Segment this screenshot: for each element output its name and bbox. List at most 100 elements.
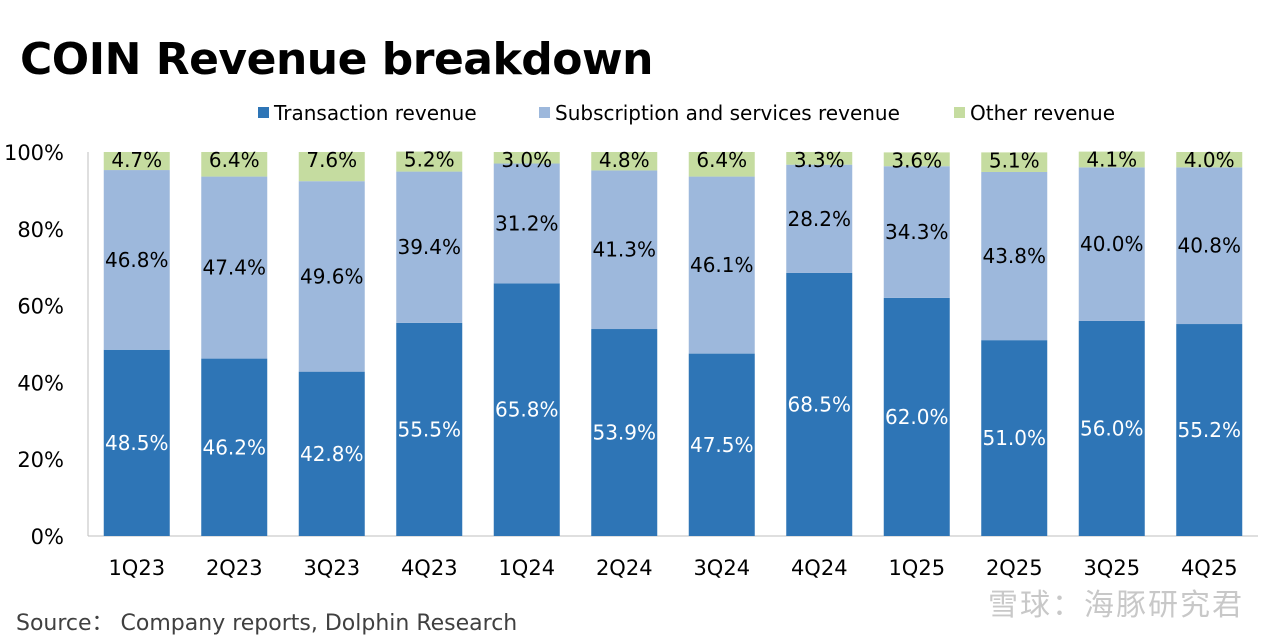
bar-segment xyxy=(298,371,365,536)
bar-segment xyxy=(493,283,560,536)
data-label: 5.1% xyxy=(989,148,1040,172)
data-label: 7.6% xyxy=(306,148,357,172)
x-tick-label: 2Q23 xyxy=(206,556,263,580)
bar-segment xyxy=(1176,152,1243,168)
bar-segment xyxy=(688,152,755,177)
data-label: 3.0% xyxy=(501,148,552,172)
data-label: 47.4% xyxy=(202,256,266,280)
data-label: 62.0% xyxy=(885,405,949,429)
data-label: 40.0% xyxy=(1080,232,1144,256)
bar-segment xyxy=(298,152,365,182)
bar-segment xyxy=(883,297,950,536)
data-label: 4.7% xyxy=(111,148,162,172)
bar-segment xyxy=(201,358,268,536)
bar-segment xyxy=(981,152,1048,172)
data-label: 4.0% xyxy=(1184,148,1235,172)
data-label: 47.5% xyxy=(690,433,754,457)
bar-segment xyxy=(298,181,365,372)
bar-segment xyxy=(103,349,170,536)
data-label: 6.4% xyxy=(696,148,747,172)
bar-segment xyxy=(1078,167,1145,321)
data-label: 40.8% xyxy=(1177,234,1241,258)
data-label: 68.5% xyxy=(787,392,851,416)
x-tick-label: 3Q25 xyxy=(1083,556,1140,580)
data-label: 46.2% xyxy=(202,435,266,459)
bar-segment xyxy=(591,152,658,171)
data-label: 46.8% xyxy=(105,248,169,272)
legend-label: Other revenue xyxy=(970,101,1115,125)
bar-segment xyxy=(103,170,170,350)
x-tick-label: 3Q23 xyxy=(303,556,360,580)
bar-segment xyxy=(396,171,463,323)
data-label: 41.3% xyxy=(592,238,656,262)
bar-segment xyxy=(201,176,268,359)
data-label: 49.6% xyxy=(300,264,364,288)
data-label: 55.5% xyxy=(397,417,461,441)
data-label: 31.2% xyxy=(495,211,559,235)
bar-segment xyxy=(688,353,755,536)
data-label: 53.9% xyxy=(592,421,656,445)
bar-segment xyxy=(396,322,463,536)
data-label: 42.8% xyxy=(300,442,364,466)
bar-segment xyxy=(883,152,950,167)
y-tick-label: 40% xyxy=(17,371,64,395)
data-label: 6.4% xyxy=(209,148,260,172)
data-label: 43.8% xyxy=(982,244,1046,268)
data-label: 39.4% xyxy=(397,235,461,259)
bar-segment xyxy=(1176,167,1243,325)
bar-segment xyxy=(201,152,268,177)
data-label: 3.6% xyxy=(891,148,942,172)
x-tick-label: 3Q24 xyxy=(693,556,750,580)
y-tick-label: 20% xyxy=(17,448,64,472)
x-tick-label: 4Q23 xyxy=(401,556,458,580)
bar-segment xyxy=(786,164,853,273)
x-tick-label: 4Q24 xyxy=(791,556,848,580)
watermark: 雪球：海豚研究君 xyxy=(988,588,1244,623)
legend-label: Transaction revenue xyxy=(273,101,477,125)
bar-segment xyxy=(493,163,560,284)
x-tick-label: 1Q25 xyxy=(888,556,945,580)
bar-segment xyxy=(883,166,950,298)
legend-swatch xyxy=(954,107,965,118)
chart-title: COIN Revenue breakdown xyxy=(20,34,653,85)
y-tick-label: 60% xyxy=(17,295,64,319)
x-tick-label: 2Q25 xyxy=(986,556,1043,580)
bar-segment xyxy=(493,152,560,164)
data-label: 34.3% xyxy=(885,220,949,244)
bar-segment xyxy=(688,176,755,354)
bar-segment xyxy=(981,171,1048,341)
bar-segment xyxy=(1078,320,1145,536)
legend-label: Subscription and services revenue xyxy=(555,101,900,125)
y-tick-label: 0% xyxy=(31,525,64,549)
bar-segment xyxy=(591,329,658,536)
data-label: 55.2% xyxy=(1177,418,1241,442)
legend-swatch xyxy=(258,107,269,118)
bar-segment xyxy=(981,340,1048,536)
bar-segment xyxy=(1078,151,1145,168)
data-label: 65.8% xyxy=(495,398,559,422)
data-label: 4.1% xyxy=(1086,148,1137,172)
data-label: 4.8% xyxy=(599,148,650,172)
data-label: 3.3% xyxy=(794,148,845,172)
data-label: 5.2% xyxy=(404,148,455,172)
bar-segment xyxy=(786,152,853,165)
y-tick-label: 100% xyxy=(4,141,64,165)
bar-segment xyxy=(591,170,658,330)
x-tick-label: 1Q24 xyxy=(498,556,555,580)
bar-segment xyxy=(786,272,853,536)
source-note: Source： Company reports, Dolphin Researc… xyxy=(16,611,518,636)
data-label: 56.0% xyxy=(1080,416,1144,440)
x-tick-label: 4Q25 xyxy=(1181,556,1238,580)
data-label: 28.2% xyxy=(787,207,851,231)
bar-segment xyxy=(103,152,170,171)
y-tick-label: 80% xyxy=(17,218,64,242)
bar-segment xyxy=(396,151,463,172)
data-label: 48.5% xyxy=(105,431,169,455)
x-tick-label: 1Q23 xyxy=(108,556,165,580)
data-label: 46.1% xyxy=(690,253,754,277)
bar-segment xyxy=(1176,324,1243,536)
x-tick-label: 2Q24 xyxy=(596,556,653,580)
legend-swatch xyxy=(539,107,550,118)
data-label: 51.0% xyxy=(982,426,1046,450)
